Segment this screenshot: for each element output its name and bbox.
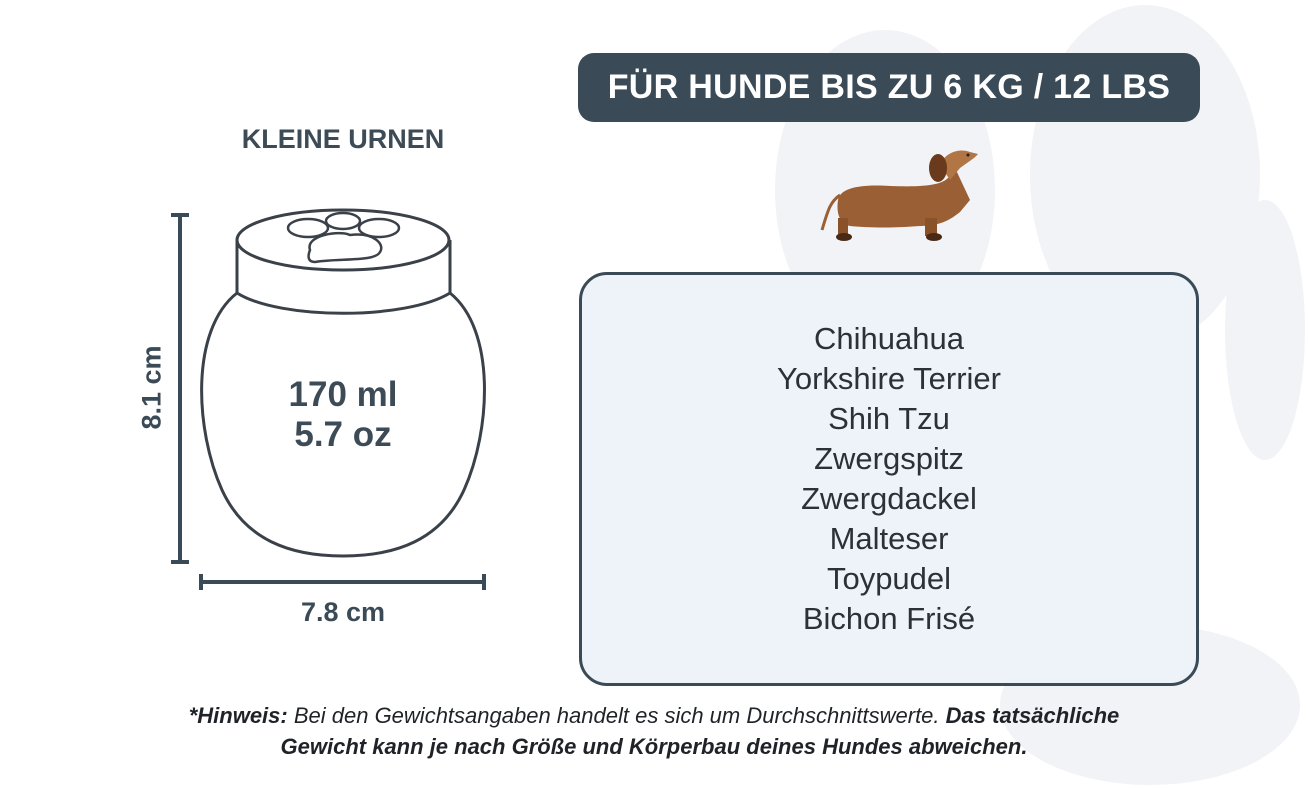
breed-item: Yorkshire Terrier: [777, 361, 1001, 396]
breed-item: Chihuahua: [814, 321, 964, 356]
breed-list: Chihuahua Yorkshire Terrier Shih Tzu Zwe…: [579, 272, 1199, 686]
note-bold-text: Das tatsächliche Gewicht kann je nach Gr…: [280, 703, 1120, 759]
urn-size-title: KLEINE URNEN: [241, 124, 445, 154]
capacity-oz: 5.7 oz: [294, 415, 392, 454]
dachshund-illustration: [820, 150, 978, 241]
urn-capacity: 170 ml 5.7 oz: [243, 375, 443, 455]
capacity-ml: 170 ml: [288, 375, 398, 414]
width-label: 7.8 cm: [300, 597, 386, 627]
breed-item: Zwergspitz: [814, 441, 964, 476]
breed-item: Malteser: [829, 521, 949, 556]
breed-item: Bichon Frisé: [802, 601, 976, 636]
breed-item: Zwergdackel: [801, 481, 977, 516]
note-text: Bei den Gewichtsangaben handelt es sich …: [287, 703, 946, 728]
breed-item: Shih Tzu: [828, 401, 950, 436]
height-label: 8.1 cm: [136, 345, 167, 430]
disclaimer-note: *Hinweis: Bei den Gewichtsangaben handel…: [154, 700, 1154, 762]
weight-header: FÜR HUNDE BIS ZU 6 KG / 12 LBS: [578, 53, 1200, 122]
note-label: *Hinweis:: [188, 703, 288, 728]
breed-item: Toypudel: [826, 561, 952, 596]
urn-outline: [171, 208, 486, 590]
